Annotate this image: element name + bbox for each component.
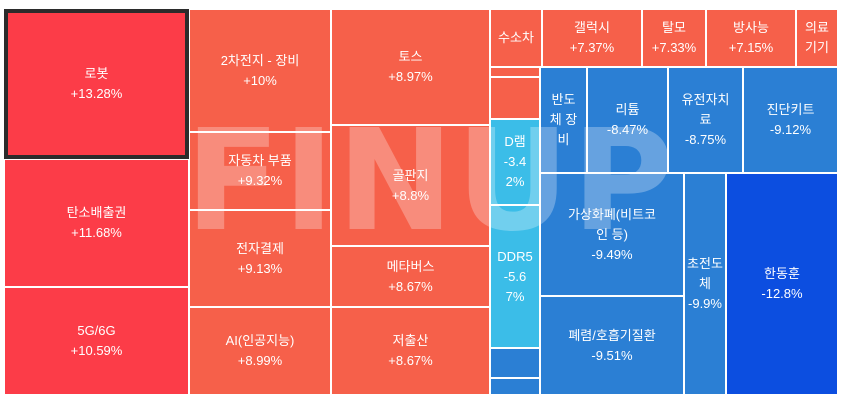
- tile-label: 폐렴/호흡기질환: [568, 327, 656, 343]
- heatmap-tile[interactable]: 토스 +8.97%: [331, 9, 490, 125]
- tile-label: 반도 체 장 비: [549, 92, 578, 147]
- tile-change: -3.4 2%: [503, 154, 527, 189]
- tile-label: 토스: [398, 49, 423, 64]
- tile-label: 전자결제: [236, 240, 284, 256]
- heatmap-tile[interactable]: 갤럭시 +7.37%: [542, 9, 642, 67]
- tile-label: 초전도체: [687, 256, 723, 291]
- tile-label: 저출산: [392, 333, 429, 348]
- tile-label: D램: [504, 134, 526, 149]
- heatmap-tile[interactable]: 탈모 +7.33%: [642, 9, 706, 67]
- tile-change: +7.15%: [728, 40, 774, 55]
- tile-label: 한동훈: [764, 266, 800, 281]
- tile-change: +8.97%: [388, 69, 433, 84]
- tile-change: +13.28%: [70, 86, 123, 101]
- tile-change: -5.6 7%: [503, 268, 527, 304]
- tile-label: 방사능: [733, 20, 769, 35]
- tile-change: +7.37%: [569, 40, 615, 55]
- tile-change: +9.13%: [237, 260, 283, 276]
- heatmap-tile[interactable]: 자동차 부품 +9.32%: [189, 132, 331, 210]
- tile-label: 의료 기기: [805, 20, 829, 55]
- tile-label: 탈모: [662, 20, 686, 35]
- heatmap-tile[interactable]: 유전자치 료 -8.75%: [668, 67, 743, 173]
- heatmap-tile[interactable]: 탄소배출권 +11.68%: [4, 159, 189, 287]
- heatmap-tile[interactable]: [490, 348, 540, 378]
- heatmap-tile[interactable]: 저출산 +8.67%: [331, 307, 490, 395]
- heatmap-tile[interactable]: 메타버스 +8.67%: [331, 246, 490, 307]
- tile-change: +8.8%: [391, 187, 430, 203]
- tile-change: +10%: [243, 72, 277, 88]
- tile-change: +11.68%: [71, 225, 122, 240]
- heatmap-tile[interactable]: 폐렴/호흡기질환 -9.51%: [540, 296, 684, 395]
- tile-label: 리튬: [615, 102, 640, 117]
- tile-label: 메타버스: [386, 258, 435, 274]
- heatmap-tile[interactable]: 한동훈 -12.8%: [726, 173, 838, 395]
- heatmap-tile[interactable]: 초전도체 -9.9%: [684, 173, 726, 395]
- heatmap-tile[interactable]: DDR5 -5.6 7%: [490, 205, 540, 348]
- heatmap-tile[interactable]: 골판지 +8.8%: [331, 125, 490, 246]
- tile-label: 탄소배출권: [66, 205, 127, 220]
- heatmap-tile[interactable]: 로봇 +13.28%: [4, 9, 189, 159]
- tile-change: -12.8%: [761, 286, 803, 301]
- heatmap-tile[interactable]: 가상화폐(비트코 인 등) -9.49%: [540, 173, 684, 296]
- heatmap-tile[interactable]: [490, 378, 540, 395]
- heatmap-tile[interactable]: D램 -3.4 2%: [490, 119, 540, 205]
- tile-label: DDR5: [497, 248, 533, 264]
- heatmap-tile[interactable]: [490, 77, 540, 119]
- tile-label: 진단키트: [766, 102, 815, 117]
- tile-label: 골판지: [392, 167, 429, 183]
- tile-change: +8.67%: [388, 278, 433, 294]
- heatmap-tile[interactable]: [490, 67, 540, 77]
- tile-change: -9.51%: [591, 347, 633, 363]
- tile-change: +9.32%: [237, 173, 283, 188]
- heatmap-tile[interactable]: AI(인공지능) +8.99%: [189, 307, 331, 395]
- tile-label: 자동차 부품: [228, 153, 292, 168]
- tile-label: 가상화폐(비트코 인 등): [567, 206, 657, 242]
- heatmap-tile[interactable]: 5G/6G +10.59%: [4, 287, 189, 395]
- tile-label: 5G/6G: [77, 323, 116, 338]
- heatmap-tile[interactable]: 방사능 +7.15%: [706, 9, 796, 67]
- tile-change: -9.9%: [688, 296, 722, 311]
- tile-change: -9.12%: [769, 122, 812, 137]
- heatmap-tile[interactable]: 2차전지 - 장비 +10%: [189, 9, 331, 132]
- tile-change: -8.75%: [684, 132, 727, 147]
- heatmap-tile[interactable]: 리튬 -8.47%: [587, 67, 668, 173]
- tile-label: 수소차: [498, 30, 534, 45]
- tile-label: 갤럭시: [574, 20, 610, 35]
- tile-label: 유전자치 료: [681, 92, 730, 127]
- heatmap-tile[interactable]: 전자결제 +9.13%: [189, 210, 331, 307]
- heatmap-tile[interactable]: 수소차: [490, 9, 542, 67]
- tile-label: 로봇: [84, 66, 109, 81]
- tile-label: AI(인공지능): [225, 333, 295, 348]
- tile-change: +7.33%: [651, 40, 697, 55]
- tile-change: +8.99%: [237, 353, 283, 368]
- heatmap-tile[interactable]: 진단키트 -9.12%: [743, 67, 838, 173]
- tile-change: +10.59%: [70, 343, 123, 358]
- heatmap-tile[interactable]: 반도 체 장 비: [540, 67, 587, 173]
- tile-change: -8.47%: [606, 122, 649, 137]
- heatmap-tile[interactable]: 의료 기기: [796, 9, 838, 67]
- tile-change: -9.49%: [591, 246, 633, 262]
- tile-change: +8.67%: [388, 353, 433, 368]
- tile-label: 2차전지 - 장비: [220, 52, 300, 68]
